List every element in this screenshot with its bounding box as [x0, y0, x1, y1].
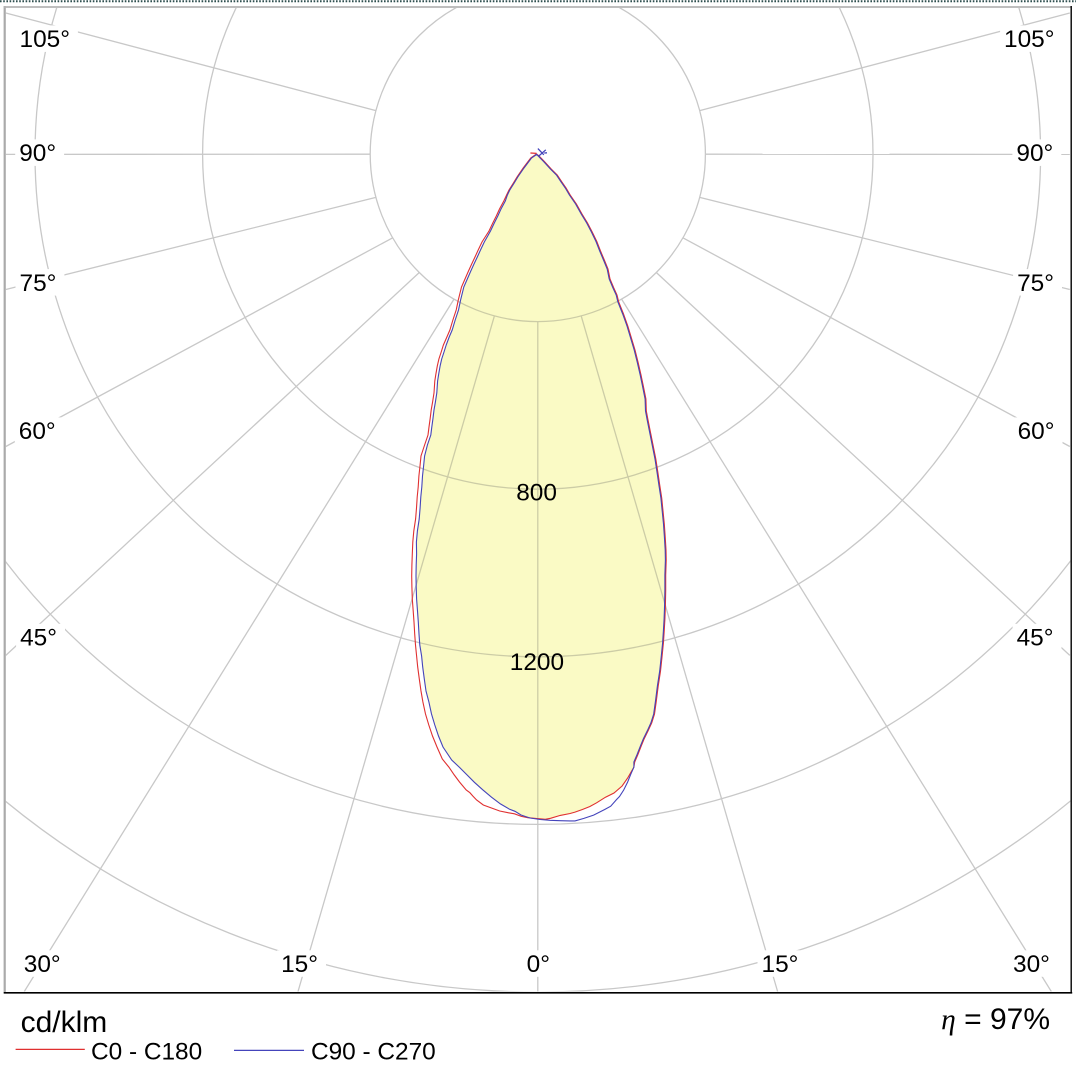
svg-text:75°: 75°	[1017, 270, 1054, 297]
svg-text:60°: 60°	[19, 418, 56, 445]
svg-text:C0 - C180: C0 - C180	[91, 1039, 202, 1066]
svg-text:C90 - C270: C90 - C270	[311, 1039, 436, 1066]
svg-text:cd/klm: cd/klm	[21, 1006, 108, 1039]
svg-text:800: 800	[516, 480, 557, 507]
svg-text:1200: 1200	[510, 649, 564, 676]
svg-text:105°: 105°	[20, 26, 70, 53]
svg-text:30°: 30°	[1013, 951, 1050, 978]
svg-text:15°: 15°	[762, 951, 799, 978]
svg-text:90°: 90°	[19, 140, 56, 167]
svg-text:60°: 60°	[1018, 418, 1055, 445]
svg-text:η = 97%: η = 97%	[941, 1003, 1050, 1036]
svg-text:105°: 105°	[1004, 26, 1054, 53]
svg-text:45°: 45°	[1017, 625, 1054, 652]
svg-text:0°: 0°	[527, 951, 550, 978]
svg-text:90°: 90°	[1016, 140, 1053, 167]
svg-text:45°: 45°	[20, 625, 57, 652]
svg-text:15°: 15°	[281, 951, 318, 978]
svg-text:75°: 75°	[20, 270, 57, 297]
svg-text:30°: 30°	[24, 951, 61, 978]
